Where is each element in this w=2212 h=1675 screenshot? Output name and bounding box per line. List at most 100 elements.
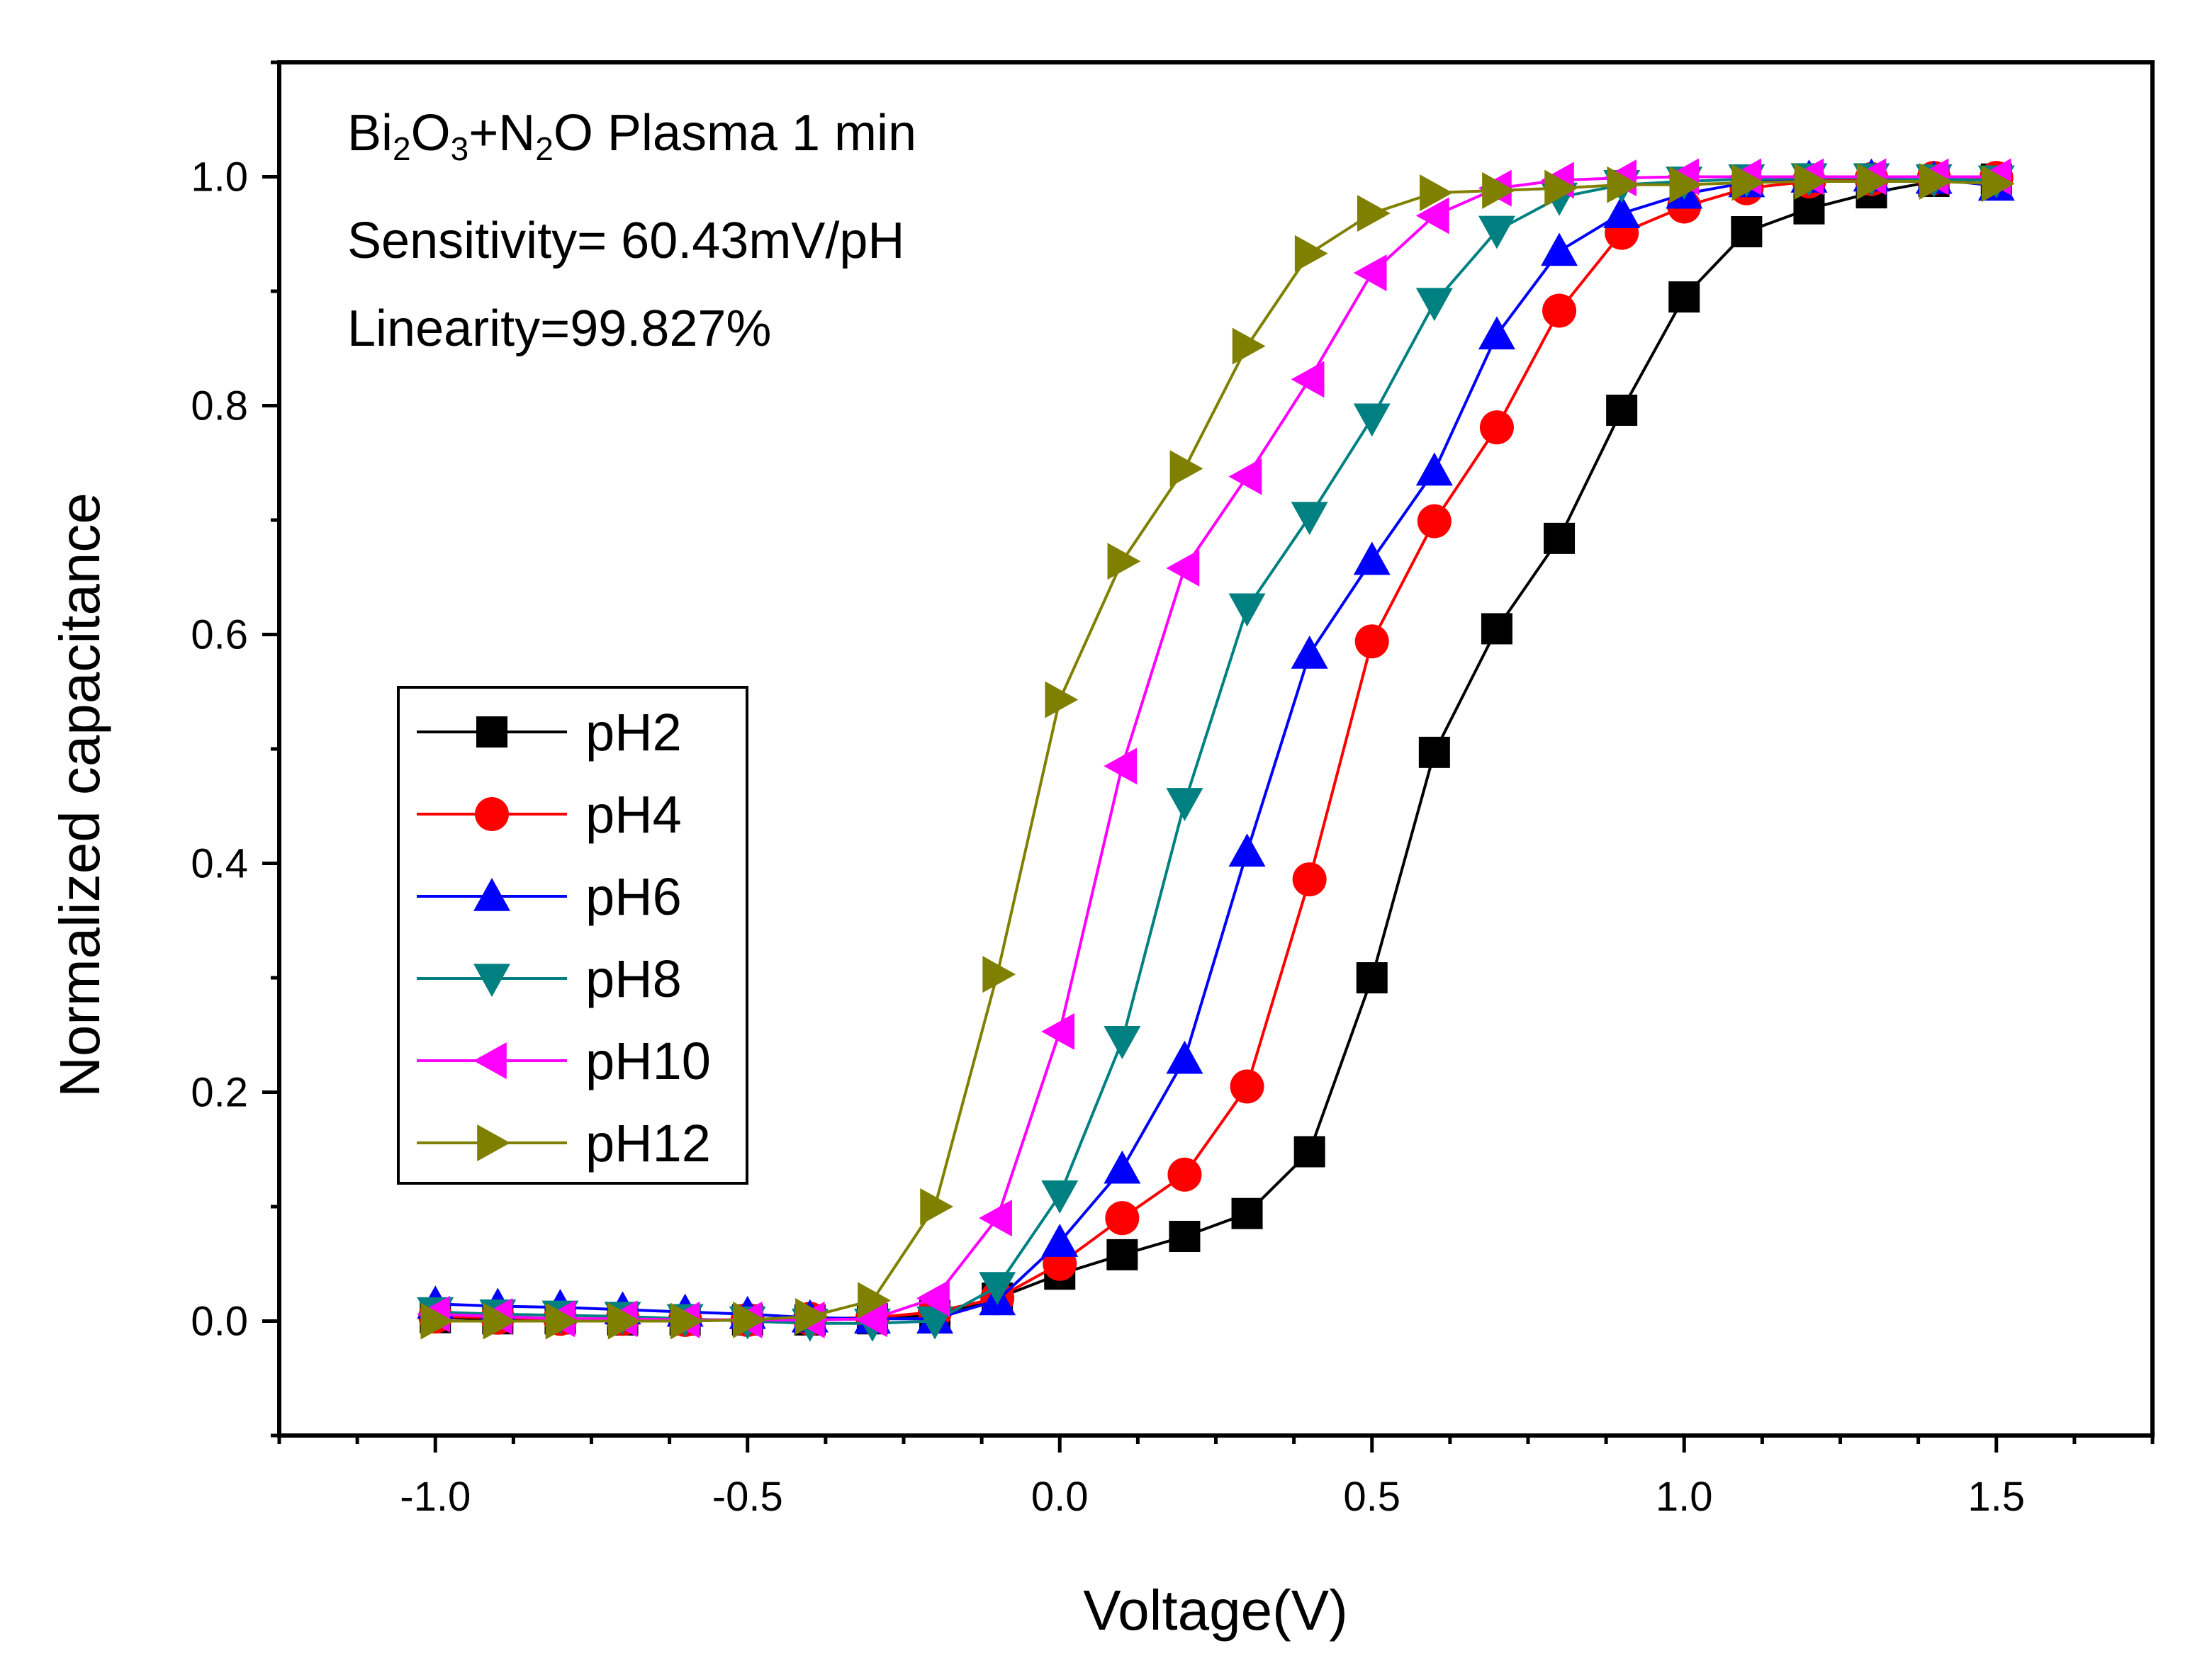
annotation-o: O — [411, 105, 451, 162]
point-pH6-16 — [1415, 452, 1453, 486]
legend-box — [397, 686, 748, 1185]
point-pH2-22 — [1793, 193, 1825, 225]
legend-item-pH4: pH4 — [417, 785, 682, 844]
point-pH8-16 — [1415, 288, 1453, 322]
x-axis-title: Voltage(V) — [1083, 1579, 1348, 1642]
point-pH8-12 — [1166, 788, 1203, 821]
annotation-sensitivity: Sensitivity= 60.43mV/pH — [347, 213, 904, 269]
point-pH2-17 — [1481, 613, 1512, 645]
point-pH8-10 — [1041, 1180, 1079, 1214]
annotation-n: +N — [468, 105, 535, 162]
point-pH12-6 — [795, 1298, 829, 1336]
point-pH2-14 — [1293, 1136, 1325, 1168]
point-pH6-12 — [1166, 1040, 1203, 1074]
point-pH10-10 — [1041, 1013, 1075, 1050]
point-pH10-12 — [1166, 549, 1200, 587]
y-tick-label-3: 0.6 — [191, 612, 248, 658]
point-pH6-15 — [1353, 541, 1391, 575]
point-pH12-22 — [1794, 162, 1828, 200]
point-pH10-7 — [853, 1300, 887, 1338]
point-pH2-15 — [1356, 962, 1388, 993]
legend-item-pH12: pH12 — [417, 1114, 711, 1173]
point-pH12-2 — [545, 1302, 579, 1340]
point-pH12-8 — [920, 1188, 954, 1225]
legend: pH2 pH4 pH6 pH8 pH10 pH12 — [397, 686, 748, 1185]
point-pH12-10 — [1045, 681, 1079, 718]
point-pH10-16 — [1415, 197, 1449, 235]
legend-label-pH8: pH8 — [585, 949, 682, 1008]
point-pH2-16 — [1418, 736, 1450, 768]
legend-item-pH6: pH6 — [417, 867, 682, 926]
point-pH12-9 — [982, 956, 1016, 993]
legend-item-pH10: pH10 — [417, 1032, 711, 1090]
point-pH8-17 — [1478, 215, 1515, 249]
point-pH12-15 — [1357, 195, 1391, 232]
point-pH8-9 — [979, 1272, 1016, 1306]
point-pH4-14 — [1292, 862, 1327, 897]
y-tick-label-1: 0.2 — [191, 1070, 248, 1116]
legend-label-pH6: pH6 — [585, 867, 682, 926]
point-pH6-18 — [1541, 232, 1578, 266]
point-pH12-1 — [483, 1302, 517, 1340]
point-pH6-19 — [1603, 195, 1641, 228]
legend-label-pH12: pH12 — [585, 1114, 711, 1173]
point-pH10-14 — [1291, 361, 1325, 398]
point-pH2-12 — [1169, 1220, 1201, 1252]
point-pH8-8 — [916, 1306, 954, 1340]
annotation: Bi2O3+N2O Plasma 1 min Sensitivity= 60.4… — [347, 105, 916, 357]
annotation-bi: Bi — [347, 105, 393, 162]
point-pH4-17 — [1479, 410, 1514, 445]
legend-item-pH2: pH2 — [417, 703, 682, 762]
point-pH2-11 — [1106, 1239, 1138, 1270]
y-tick-label-2: 0.4 — [191, 841, 248, 887]
point-pH2-18 — [1544, 522, 1576, 554]
point-pH4-13 — [1230, 1069, 1264, 1104]
point-pH8-13 — [1228, 593, 1266, 627]
point-pH6-14 — [1291, 635, 1328, 669]
point-pH4-15 — [1354, 624, 1389, 659]
point-pH12-11 — [1107, 543, 1141, 580]
point-pH8-15 — [1353, 403, 1391, 437]
x-tick-label-3: 0.5 — [1343, 1474, 1400, 1520]
x-tick-label-4: 1.0 — [1656, 1474, 1713, 1520]
point-pH4-18 — [1542, 293, 1577, 328]
point-pH2-21 — [1731, 216, 1763, 248]
point-pH12-23 — [1856, 162, 1890, 200]
y-tick-label-4: 0.8 — [191, 383, 248, 429]
point-pH6-13 — [1228, 833, 1266, 867]
point-pH8-14 — [1291, 502, 1328, 536]
point-pH10-15 — [1353, 254, 1387, 292]
point-pH12-16 — [1420, 174, 1453, 212]
point-pH12-25 — [1981, 165, 2015, 203]
point-pH12-20 — [1669, 166, 1703, 203]
annotation-sub-3: 3 — [451, 130, 469, 167]
point-pH12-4 — [670, 1302, 704, 1340]
legend-marker-pH4 — [475, 797, 509, 831]
point-pH4-11 — [1105, 1201, 1140, 1236]
series-pH12 — [420, 162, 2015, 1340]
legend-marker-pH6 — [473, 878, 510, 911]
legend-label-pH4: pH4 — [585, 785, 682, 844]
point-pH12-5 — [732, 1301, 766, 1338]
y-tick-label-0: 0.0 — [191, 1299, 248, 1345]
point-pH6-10 — [1041, 1224, 1079, 1257]
point-pH8-11 — [1104, 1026, 1141, 1059]
point-pH12-7 — [858, 1282, 891, 1319]
point-pH12-18 — [1544, 169, 1578, 207]
legend-item-pH8: pH8 — [417, 949, 682, 1008]
point-pH12-21 — [1731, 164, 1765, 201]
point-pH12-19 — [1607, 166, 1641, 203]
point-pH12-24 — [1919, 162, 1953, 200]
y-tick-label-5: 1.0 — [191, 154, 248, 201]
annotation-title: Bi2O3+N2O Plasma 1 min — [347, 105, 916, 167]
x-tick-label-2: 0.0 — [1031, 1474, 1089, 1520]
legend-marker-pH10 — [473, 1042, 507, 1079]
point-pH10-9 — [979, 1200, 1012, 1237]
point-pH12-12 — [1169, 450, 1203, 487]
legend-label-pH2: pH2 — [585, 703, 682, 762]
point-pH2-19 — [1606, 394, 1638, 426]
annotation-sub-2a: 2 — [393, 130, 411, 167]
point-pH4-12 — [1167, 1157, 1202, 1192]
legend-marker-pH12 — [477, 1124, 510, 1161]
